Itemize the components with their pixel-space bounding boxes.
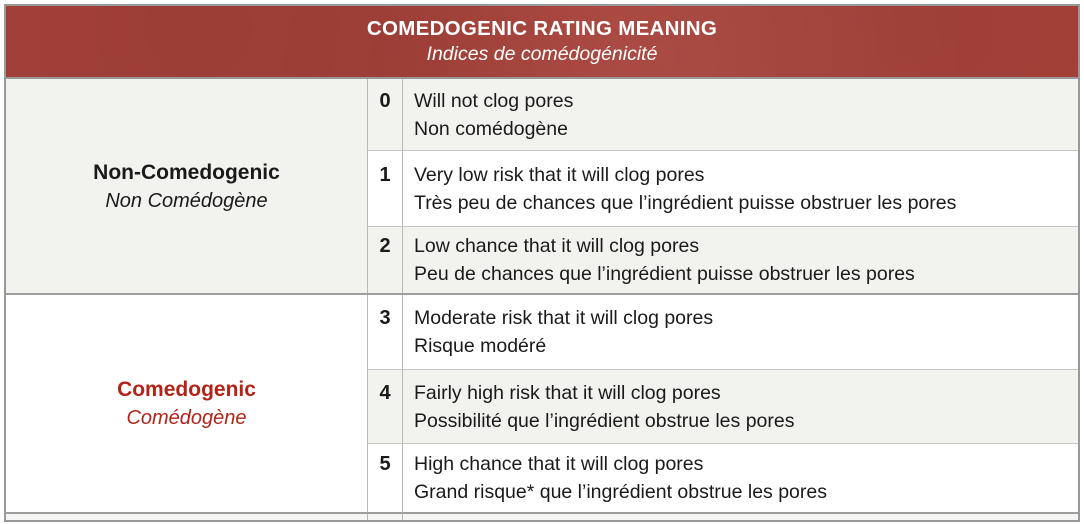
rating-cell: 0 <box>367 79 403 150</box>
description-en: Very low risk that it will clog pores <box>414 163 705 186</box>
description-en: Fairly high risk that it will clog pores <box>414 381 721 404</box>
description-cell: Low chance that it will clog pores Peu d… <box>403 227 1078 293</box>
group-rows: 3 Moderate risk that it will clog pores … <box>367 295 1078 512</box>
description-fr: Non comédogène <box>414 117 568 140</box>
group-label-en: Non-Comedogenic <box>93 160 280 184</box>
description-fr: Risque modéré <box>414 335 547 357</box>
cutoff-rating-cell <box>367 514 403 520</box>
description-cell: Moderate risk that it will clog pores Ri… <box>403 295 1078 369</box>
table-subtitle: Indices de comédogénicité <box>426 43 658 65</box>
rating-value: 4 <box>379 381 391 404</box>
description-fr: Très peu de chances que l’ingrédient pui… <box>414 191 957 214</box>
group-label-fr: Non Comédogène <box>105 189 268 212</box>
description-cell: High chance that it will clog pores Gran… <box>403 444 1078 512</box>
rating-cell: 4 <box>367 370 403 443</box>
table-title: COMEDOGENIC RATING MEANING <box>366 17 718 40</box>
description-cell: Will not clog pores Non comédogène <box>403 79 1078 150</box>
table-row-rating-2: 2 Low chance that it will clog pores Peu… <box>367 226 1078 293</box>
group-comedogenic: Comedogenic Comédogène 3 Moderate risk t… <box>6 295 1078 512</box>
description-en: Low chance that it will clog pores <box>414 235 700 257</box>
rating-value: 0 <box>379 89 391 112</box>
rating-value: 3 <box>379 307 391 329</box>
description-fr: Grand risque* que l’ingrédient obstrue l… <box>414 481 827 503</box>
rating-cell: 3 <box>367 295 403 369</box>
table-row-cutoff <box>6 512 1078 520</box>
group-non-comedogenic: Non-Comedogenic Non Comédogène 0 Will no… <box>6 79 1078 295</box>
rating-value: 5 <box>379 453 391 475</box>
rating-value: 2 <box>379 235 391 257</box>
description-fr: Peu de chances que l’ingrédient puisse o… <box>414 263 915 285</box>
rating-cell: 1 <box>367 151 403 226</box>
comedogenic-rating-table: COMEDOGENIC RATING MEANING Indices de co… <box>4 4 1080 522</box>
table-row-rating-5: 5 High chance that it will clog pores Gr… <box>367 443 1078 512</box>
group-label-fr: Comédogène <box>126 407 247 429</box>
table-row-rating-3: 3 Moderate risk that it will clog pores … <box>367 295 1078 369</box>
rating-value: 1 <box>379 163 391 186</box>
table-row-rating-1: 1 Very low risk that it will clog pores … <box>367 150 1078 226</box>
cutoff-label-cell <box>6 514 367 520</box>
description-en: High chance that it will clog pores <box>414 453 704 475</box>
description-fr: Possibilité que l’ingrédient obstrue les… <box>414 409 795 432</box>
rating-cell: 5 <box>367 444 403 512</box>
rating-cell: 2 <box>367 227 403 293</box>
description-cell: Very low risk that it will clog pores Tr… <box>403 151 1078 226</box>
table-header: COMEDOGENIC RATING MEANING Indices de co… <box>6 6 1078 79</box>
group-rows: 0 Will not clog pores Non comédogène 1 V… <box>367 79 1078 293</box>
cutoff-description-cell <box>403 514 1078 520</box>
table-row-rating-0: 0 Will not clog pores Non comédogène <box>367 79 1078 150</box>
description-en: Will not clog pores <box>414 89 574 112</box>
group-label-en: Comedogenic <box>117 378 256 401</box>
description-en: Moderate risk that it will clog pores <box>414 307 714 329</box>
group-label-non-comedogenic: Non-Comedogenic Non Comédogène <box>6 79 367 293</box>
description-cell: Fairly high risk that it will clog pores… <box>403 370 1078 443</box>
table-row-rating-4: 4 Fairly high risk that it will clog por… <box>367 369 1078 443</box>
group-label-comedogenic: Comedogenic Comédogène <box>6 295 367 512</box>
